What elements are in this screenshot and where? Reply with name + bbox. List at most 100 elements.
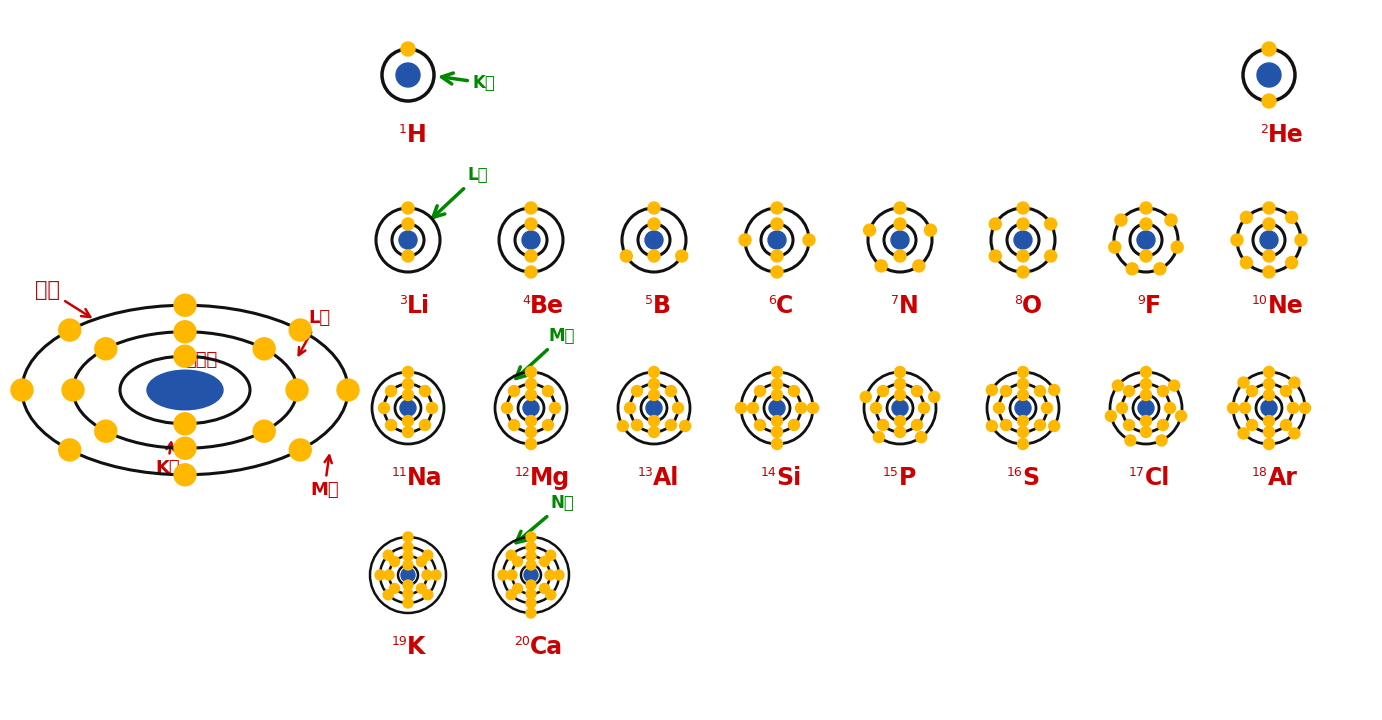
Ellipse shape — [739, 234, 750, 246]
Ellipse shape — [1115, 214, 1126, 226]
Text: Mg: Mg — [531, 466, 571, 490]
Ellipse shape — [632, 385, 643, 397]
Ellipse shape — [1137, 231, 1155, 249]
Text: 12: 12 — [514, 466, 531, 479]
Ellipse shape — [648, 415, 659, 426]
Ellipse shape — [525, 426, 536, 438]
Ellipse shape — [545, 570, 556, 580]
Ellipse shape — [174, 321, 196, 343]
Ellipse shape — [1001, 420, 1012, 431]
Ellipse shape — [1106, 410, 1117, 421]
Ellipse shape — [771, 250, 784, 262]
Ellipse shape — [402, 202, 415, 214]
Ellipse shape — [1289, 377, 1300, 388]
Ellipse shape — [1240, 402, 1251, 413]
Ellipse shape — [1263, 266, 1276, 278]
Ellipse shape — [648, 202, 661, 214]
Text: 3: 3 — [399, 294, 408, 307]
Ellipse shape — [502, 402, 513, 413]
Text: L殻: L殻 — [299, 309, 330, 355]
Ellipse shape — [1157, 435, 1168, 446]
Text: Na: Na — [408, 466, 442, 490]
Text: Li: Li — [408, 294, 430, 318]
Ellipse shape — [402, 218, 415, 230]
Ellipse shape — [525, 366, 536, 377]
Ellipse shape — [1165, 402, 1176, 413]
Ellipse shape — [527, 551, 536, 561]
Ellipse shape — [1262, 42, 1276, 56]
Ellipse shape — [894, 218, 907, 230]
Text: 20: 20 — [514, 635, 531, 648]
Ellipse shape — [525, 202, 538, 214]
Ellipse shape — [1241, 256, 1252, 269]
Ellipse shape — [768, 400, 785, 416]
Ellipse shape — [1108, 241, 1121, 253]
Text: 5: 5 — [645, 294, 654, 307]
Text: 14: 14 — [760, 466, 777, 479]
Ellipse shape — [860, 392, 871, 402]
Ellipse shape — [1299, 402, 1310, 413]
Ellipse shape — [401, 42, 415, 56]
Ellipse shape — [1124, 385, 1135, 397]
Ellipse shape — [1260, 231, 1278, 249]
Text: N: N — [900, 294, 919, 318]
Ellipse shape — [431, 570, 441, 580]
Ellipse shape — [386, 385, 397, 397]
Ellipse shape — [1017, 266, 1030, 278]
Ellipse shape — [1137, 400, 1154, 416]
Ellipse shape — [987, 420, 998, 431]
Text: 7: 7 — [891, 294, 900, 307]
Ellipse shape — [1154, 263, 1166, 275]
Ellipse shape — [59, 319, 80, 341]
Text: N殻: N殻 — [515, 494, 575, 543]
Text: K殻: K殻 — [155, 443, 180, 477]
Ellipse shape — [539, 557, 550, 567]
Ellipse shape — [402, 426, 413, 438]
Ellipse shape — [498, 570, 509, 580]
Ellipse shape — [1117, 402, 1128, 413]
Ellipse shape — [1263, 218, 1276, 230]
Text: 15: 15 — [883, 466, 900, 479]
Ellipse shape — [768, 231, 786, 249]
Text: K殻: K殻 — [442, 73, 496, 92]
Ellipse shape — [543, 420, 553, 431]
Ellipse shape — [771, 202, 784, 214]
Ellipse shape — [771, 415, 782, 426]
Ellipse shape — [1035, 385, 1045, 397]
Ellipse shape — [423, 550, 433, 560]
Ellipse shape — [878, 420, 889, 431]
Ellipse shape — [1049, 384, 1060, 395]
Ellipse shape — [894, 390, 905, 400]
Text: 1: 1 — [399, 123, 408, 136]
Ellipse shape — [789, 385, 799, 397]
Ellipse shape — [1140, 390, 1151, 400]
Ellipse shape — [771, 218, 784, 230]
Ellipse shape — [546, 550, 556, 560]
Ellipse shape — [174, 294, 196, 316]
Ellipse shape — [666, 420, 676, 431]
Ellipse shape — [527, 542, 536, 552]
Ellipse shape — [916, 431, 927, 443]
Text: 18: 18 — [1252, 466, 1269, 479]
Text: 13: 13 — [637, 466, 654, 479]
Ellipse shape — [1263, 390, 1274, 400]
Ellipse shape — [1263, 426, 1274, 438]
Ellipse shape — [771, 426, 782, 438]
Ellipse shape — [506, 590, 517, 600]
Ellipse shape — [527, 560, 536, 570]
Ellipse shape — [666, 385, 676, 397]
Text: 17: 17 — [1129, 466, 1146, 479]
Ellipse shape — [384, 570, 394, 580]
Ellipse shape — [1017, 250, 1030, 262]
Ellipse shape — [912, 385, 922, 397]
Ellipse shape — [771, 366, 782, 377]
Ellipse shape — [522, 400, 539, 416]
Ellipse shape — [379, 402, 390, 413]
Ellipse shape — [404, 532, 413, 542]
Ellipse shape — [1158, 385, 1168, 397]
Ellipse shape — [1017, 426, 1028, 438]
Ellipse shape — [648, 390, 659, 400]
Ellipse shape — [525, 390, 536, 400]
Ellipse shape — [1017, 366, 1028, 377]
Ellipse shape — [1169, 380, 1180, 391]
